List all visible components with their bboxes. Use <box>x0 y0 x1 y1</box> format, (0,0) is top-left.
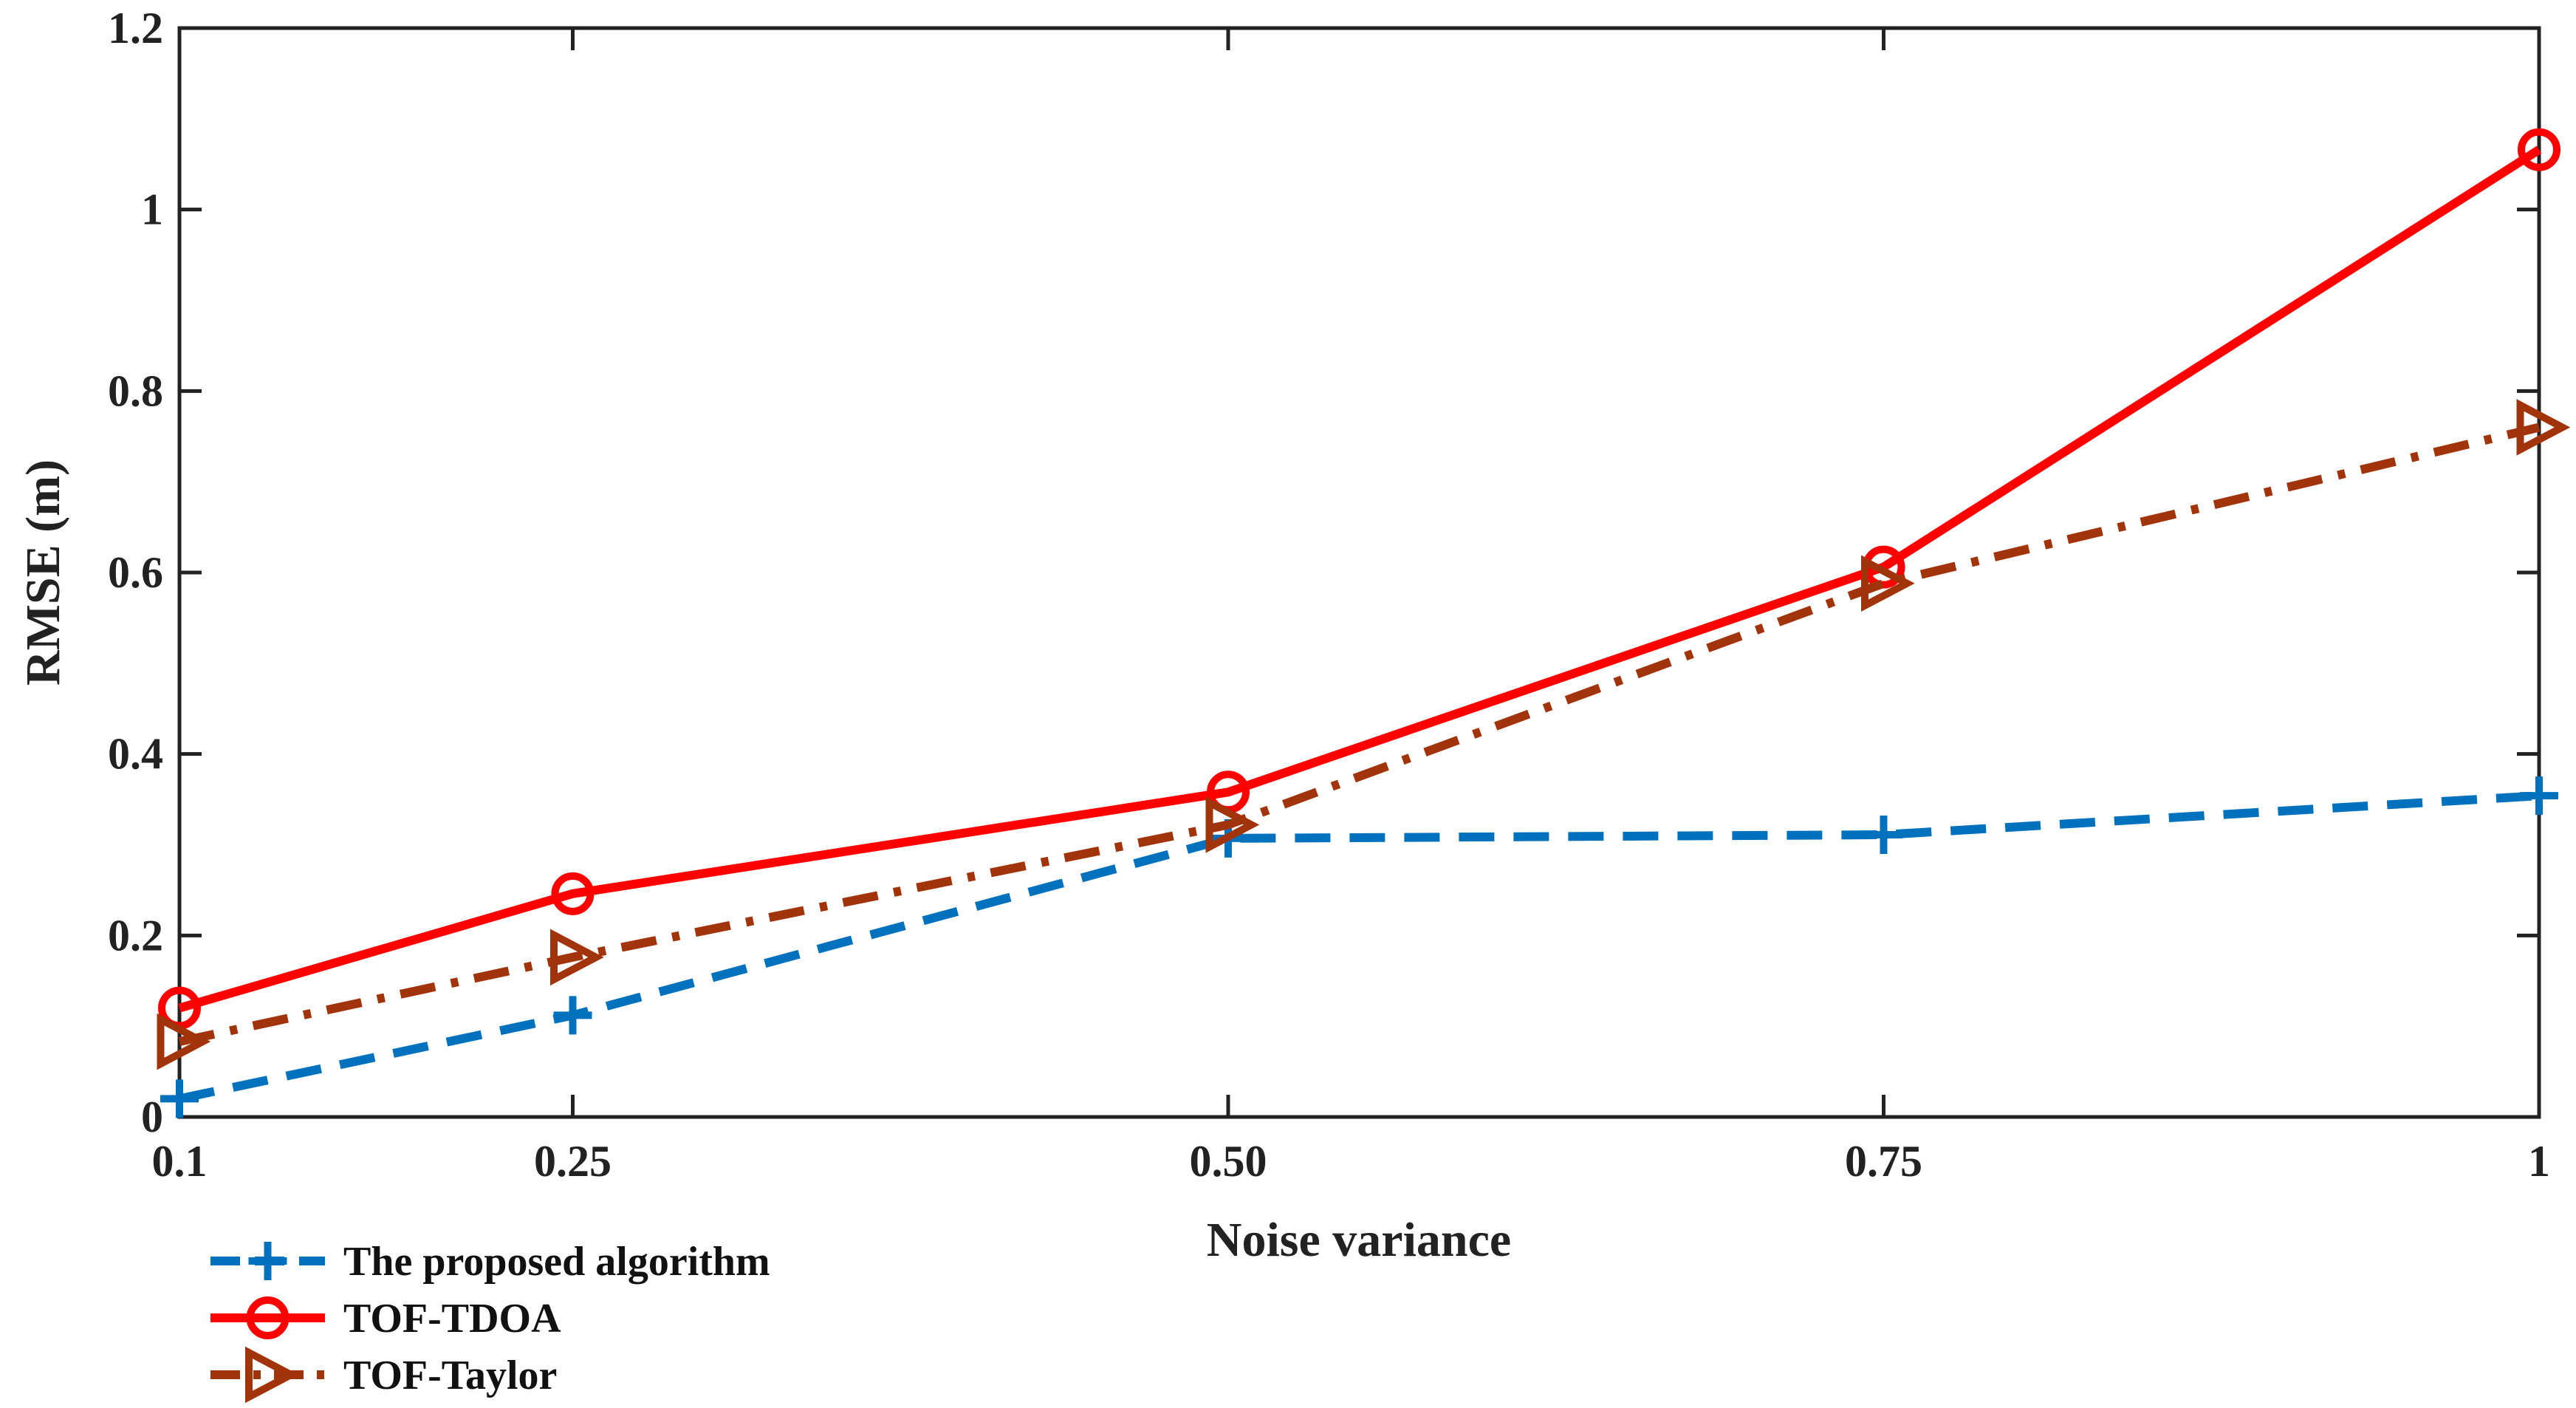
legend-marker <box>245 1346 299 1404</box>
data-point <box>2516 399 2571 456</box>
data-point <box>1205 796 1260 853</box>
x-axis-label: Noise variance <box>1207 1213 1511 1267</box>
x-tick-label: 0.25 <box>534 1137 612 1186</box>
legend-marker <box>246 1296 290 1339</box>
data-point <box>553 996 592 1035</box>
series-tof-taylor <box>157 399 2571 1070</box>
x-tick-label: 1 <box>2528 1137 2550 1186</box>
data-point <box>1864 815 1903 854</box>
series-the-proposed-algorithm <box>160 776 2558 1118</box>
x-tick-label: 0.1 <box>152 1137 208 1186</box>
data-point <box>551 872 595 915</box>
y-axis-label: RMSE (m) <box>16 459 70 686</box>
legend-marker <box>248 1242 287 1280</box>
series-line <box>178 423 2541 1046</box>
data-point <box>157 1013 211 1070</box>
plot-frame <box>177 26 2541 1119</box>
y-tick-label: 0.8 <box>108 366 163 415</box>
series-layer <box>157 128 2571 1118</box>
axis-ticks: 0 0.2 0.4 0.6 0.8 1 1.2 0.1 0.25 0.50 0.75 1 <box>108 4 2550 1186</box>
data-point <box>550 929 604 986</box>
legend-item: TOF-Taylor <box>210 1346 557 1404</box>
data-point <box>2518 128 2560 171</box>
data-point <box>160 1079 199 1118</box>
legend-item: TOF-TDOA <box>210 1296 561 1342</box>
y-tick-label: 1 <box>141 185 163 234</box>
y-tick-label: 0.6 <box>108 548 163 597</box>
series-line <box>178 791 2540 1104</box>
data-point <box>1861 555 1915 612</box>
legend-label: The proposed algorithm <box>343 1239 770 1285</box>
series-line <box>178 146 2542 1013</box>
x-tick-label: 0.75 <box>1845 1137 1922 1186</box>
legend: The proposed algorithm TOF-TDOA TOF-Taylor <box>210 1239 770 1404</box>
legend-label: TOF-Taylor <box>343 1353 557 1398</box>
y-tick-label: 0.4 <box>108 730 163 779</box>
x-tick-label: 0.50 <box>1190 1137 1267 1186</box>
y-tick-label: 0 <box>141 1093 163 1141</box>
series-tof-tdoa <box>158 128 2560 1030</box>
legend-label: TOF-TDOA <box>343 1296 561 1342</box>
y-tick-label: 0.2 <box>108 911 163 960</box>
data-point <box>2520 776 2558 816</box>
legend-item: The proposed algorithm <box>210 1239 770 1285</box>
y-tick-label: 1.2 <box>108 4 163 52</box>
plot-area <box>177 26 2541 1119</box>
